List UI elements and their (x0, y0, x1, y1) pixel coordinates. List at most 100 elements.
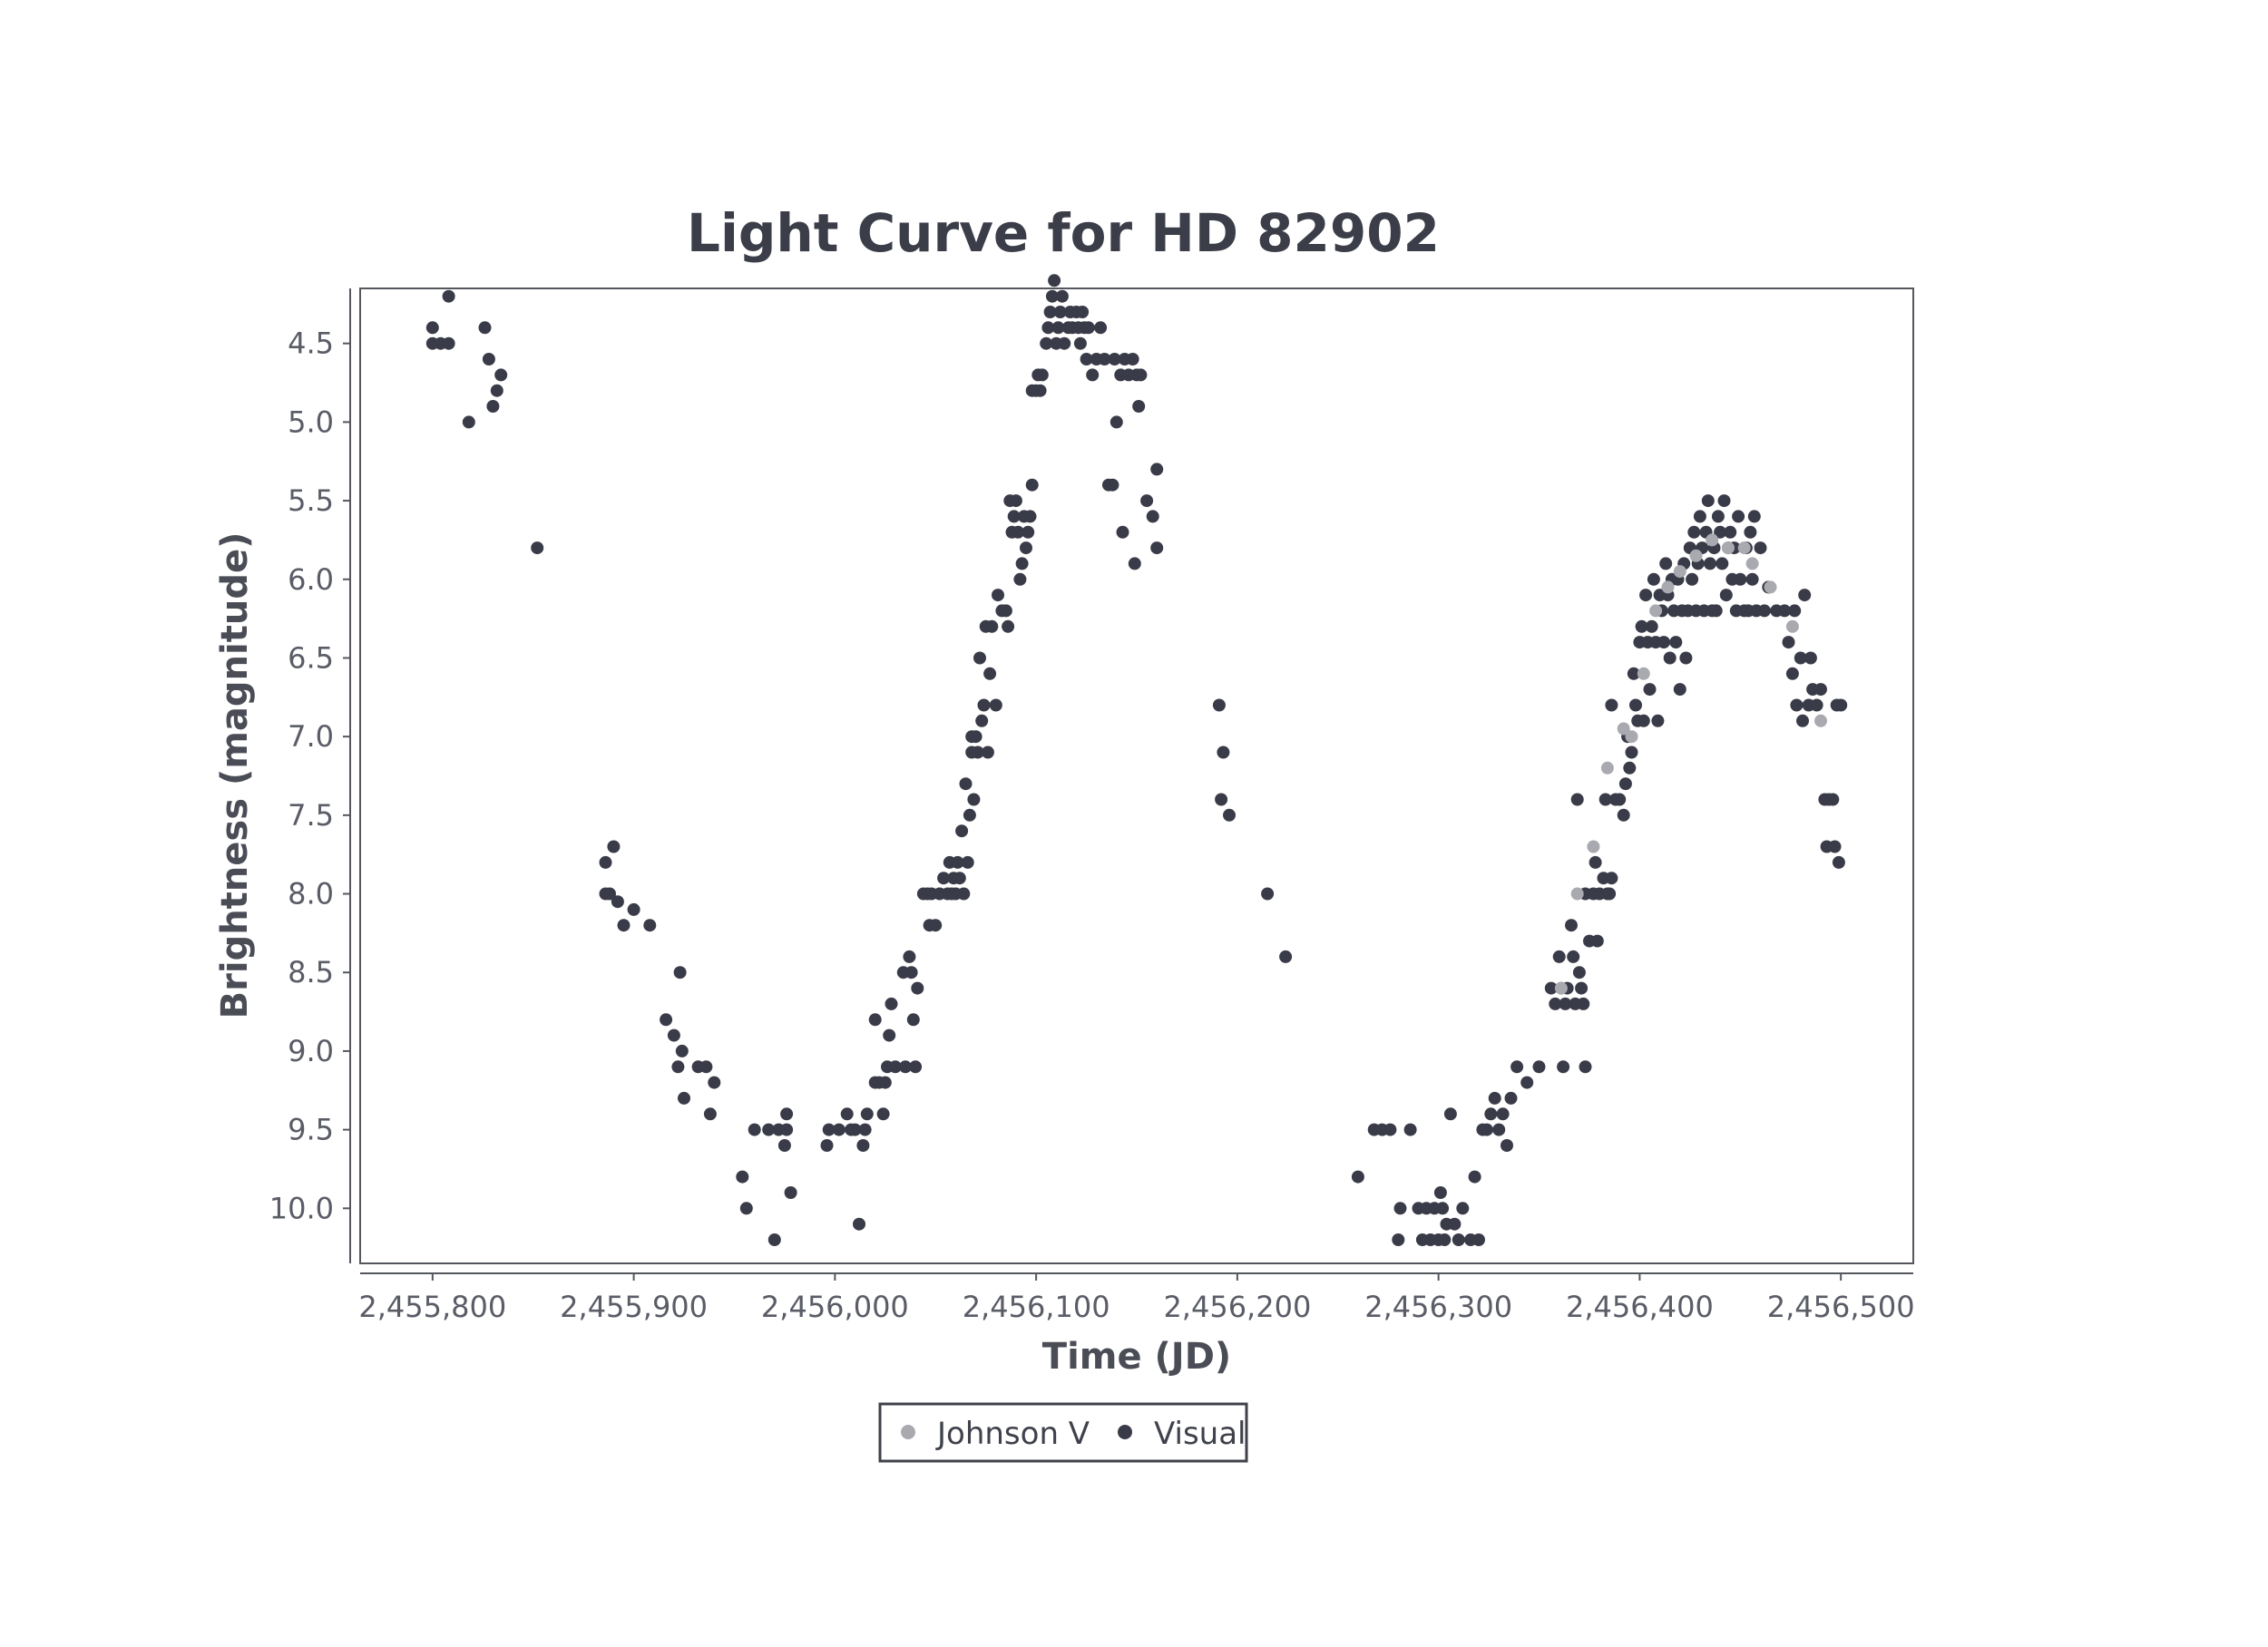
data-point-visual (1590, 934, 1604, 948)
data-point-visual (1701, 494, 1715, 508)
data-point-visual (1009, 494, 1022, 508)
legend-box (878, 1402, 1248, 1463)
x-tick-label: 2,456,100 (963, 1290, 1110, 1324)
data-point-visual (1796, 714, 1809, 727)
data-point-visual (1572, 966, 1586, 979)
legend-label-johnson-v: Johnson V (935, 1416, 1090, 1452)
data-point-visual (1106, 478, 1119, 492)
data-point-visual (1496, 1107, 1510, 1121)
data-point-visual (1557, 1060, 1570, 1074)
data-point-visual (482, 353, 495, 365)
data-point-visual (1627, 667, 1640, 680)
y-tick-label: 10.0 (269, 1191, 334, 1225)
data-point-johnson-v (1617, 722, 1630, 736)
data-point-johnson-v (1764, 580, 1777, 594)
data-point-visual (1048, 274, 1061, 287)
data-point-johnson-v (1649, 604, 1663, 618)
data-point-visual (822, 1123, 836, 1136)
data-point-visual (490, 384, 503, 397)
x-tick-label: 2,456,000 (761, 1290, 909, 1324)
data-point-visual (1351, 1170, 1364, 1184)
data-point-visual (1013, 572, 1027, 586)
data-point-johnson-v (1745, 557, 1759, 570)
data-point-visual (1570, 793, 1584, 806)
data-point-visual (1022, 525, 1035, 539)
data-point-visual (971, 746, 984, 759)
data-point-visual (977, 698, 991, 712)
data-point-visual (1732, 510, 1745, 523)
x-axis-ticks: 2,455,800 2,455,900 2,456,000 2,456,100 2,45… (358, 1273, 1915, 1324)
data-point-visual (1261, 887, 1275, 901)
data-point-visual (1215, 793, 1228, 806)
data-point-visual (1618, 777, 1632, 791)
data-point-visual (1134, 368, 1148, 382)
data-point-visual (883, 1028, 896, 1042)
data-point-visual (1663, 651, 1677, 665)
data-point-visual (1480, 1123, 1493, 1136)
data-point-visual (1549, 997, 1562, 1010)
data-point-visual (1785, 667, 1799, 680)
data-point-visual (1128, 557, 1141, 570)
data-point-visual (1392, 1233, 1405, 1246)
data-point-visual (1140, 494, 1154, 508)
data-point-visual (1651, 714, 1665, 727)
y-tick-label: 7.5 (288, 798, 334, 833)
data-point-visual (1544, 981, 1558, 995)
data-point-visual (1212, 698, 1226, 712)
x-tick-label: 2,456,400 (1566, 1290, 1714, 1324)
data-point-johnson-v (1625, 730, 1638, 744)
data-point-visual (1094, 321, 1108, 335)
data-point-visual (1603, 887, 1617, 901)
data-point-visual (992, 589, 1004, 602)
legend-marker-johnson-v (901, 1425, 915, 1439)
y-axis-label: Brightness (magnitude) (214, 532, 256, 1019)
data-point-visual (1598, 793, 1612, 806)
data-point-visual (1617, 808, 1630, 822)
data-point-visual (1673, 683, 1686, 697)
data-point-visual (1709, 604, 1723, 618)
data-point-visual (1565, 919, 1578, 932)
data-point-visual (442, 336, 455, 350)
data-point-visual (856, 1139, 870, 1152)
data-point-visual (1711, 510, 1725, 523)
data-point-visual (1472, 1233, 1485, 1246)
data-point-visual (703, 1107, 717, 1121)
data-point-visual (888, 1060, 902, 1074)
data-point-visual (1484, 1107, 1498, 1121)
data-point-visual (478, 321, 492, 335)
data-point-visual (885, 997, 898, 1010)
data-point-visual (985, 619, 999, 633)
data-point-visual (1814, 683, 1827, 697)
data-point-visual (748, 1123, 761, 1136)
data-point-visual (1788, 604, 1802, 618)
data-point-visual (1679, 651, 1693, 665)
data-point-visual (1719, 589, 1733, 602)
data-point-visual (1637, 714, 1650, 727)
data-point-visual (1744, 525, 1757, 539)
data-point-johnson-v (1706, 533, 1719, 547)
data-point-visual (1810, 698, 1823, 712)
y-tick-label: 5.0 (288, 404, 334, 439)
data-point-visual (1826, 793, 1840, 806)
chart-title: Light Curve for HD 82902 (687, 202, 1440, 264)
data-point-visual (1747, 510, 1761, 523)
data-point-visual (1108, 353, 1121, 365)
data-point-visual (1577, 997, 1590, 1010)
data-point-visual (1623, 761, 1637, 775)
data-point-johnson-v (1737, 541, 1751, 555)
data-point-visual (1643, 683, 1657, 697)
data-point-visual (762, 1123, 776, 1136)
data-point-johnson-v (1587, 840, 1600, 853)
y-tick-label: 5.5 (288, 483, 334, 518)
data-point-visual (1510, 1060, 1524, 1074)
data-point-visual (780, 1123, 794, 1136)
data-point-visual (1116, 525, 1129, 539)
y-axis-ticks: 4.5 5.0 5.5 6.0 6.5 7.0 7.5 8.0 8.5 9.0 9.5 10.0 (269, 326, 350, 1225)
data-point-visual (1041, 321, 1055, 335)
data-point-visual (1782, 636, 1795, 649)
data-point-visual (531, 541, 544, 555)
data-point-visual (1754, 541, 1767, 555)
data-point-visual (1794, 651, 1807, 665)
data-point-visual (1456, 1202, 1470, 1215)
data-point-visual (1045, 289, 1059, 303)
